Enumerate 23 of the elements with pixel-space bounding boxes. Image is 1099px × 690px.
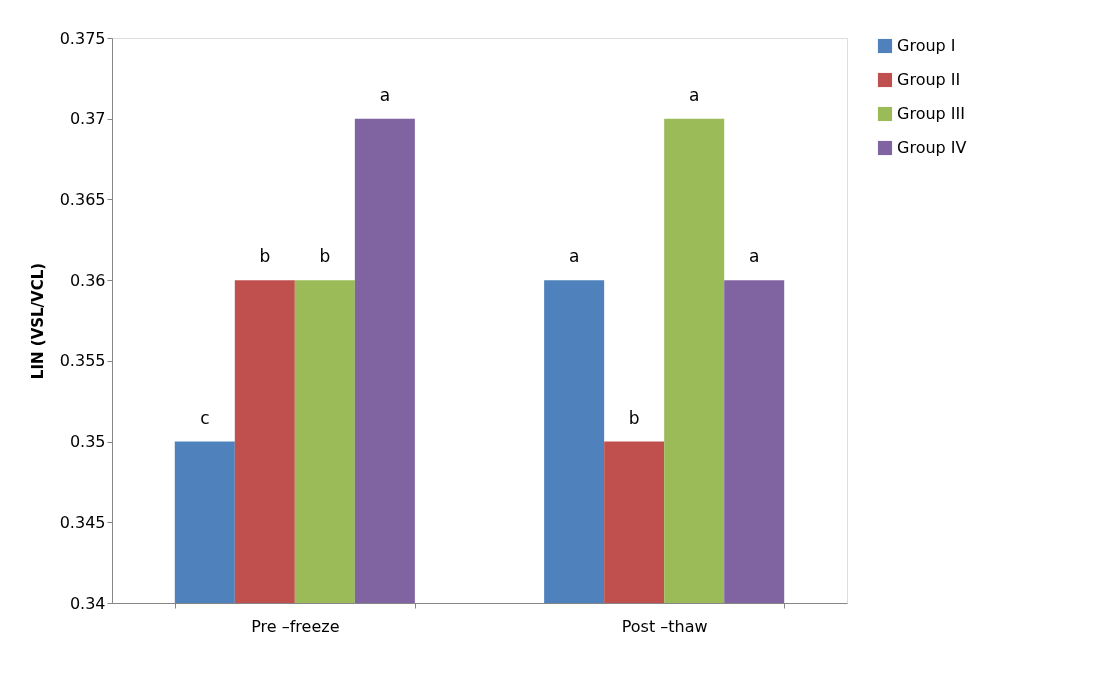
- y-tick-label: 0.35: [69, 432, 106, 452]
- legend-label: Group III: [897, 104, 965, 123]
- y-tick-label: 0.37: [69, 109, 106, 129]
- annotation: a: [748, 246, 760, 267]
- annotation: c: [200, 407, 210, 428]
- annotation: b: [319, 246, 331, 267]
- annotation: a: [568, 246, 580, 267]
- x-tick-label: Post –thaw: [621, 616, 708, 636]
- y-tick-label: 0.34: [69, 593, 106, 613]
- legend-label: Group I: [897, 36, 956, 55]
- legend-label: Group II: [897, 70, 961, 89]
- y-tick-label: 0.355: [59, 351, 106, 371]
- y-tick-label: 0.375: [59, 28, 106, 48]
- y-tick-label: 0.345: [59, 512, 106, 532]
- x-tick-label: Pre –freeze: [251, 616, 340, 636]
- legend-label: Group IV: [897, 138, 967, 157]
- annotation: b: [259, 246, 271, 267]
- annotation: a: [688, 84, 700, 105]
- y-axis-title: LIN (VSL/VCL): [28, 262, 47, 380]
- annotation: b: [628, 407, 640, 428]
- annotation: a: [379, 84, 391, 105]
- y-tick-label: 0.365: [59, 189, 106, 209]
- y-tick-label: 0.36: [69, 270, 106, 290]
